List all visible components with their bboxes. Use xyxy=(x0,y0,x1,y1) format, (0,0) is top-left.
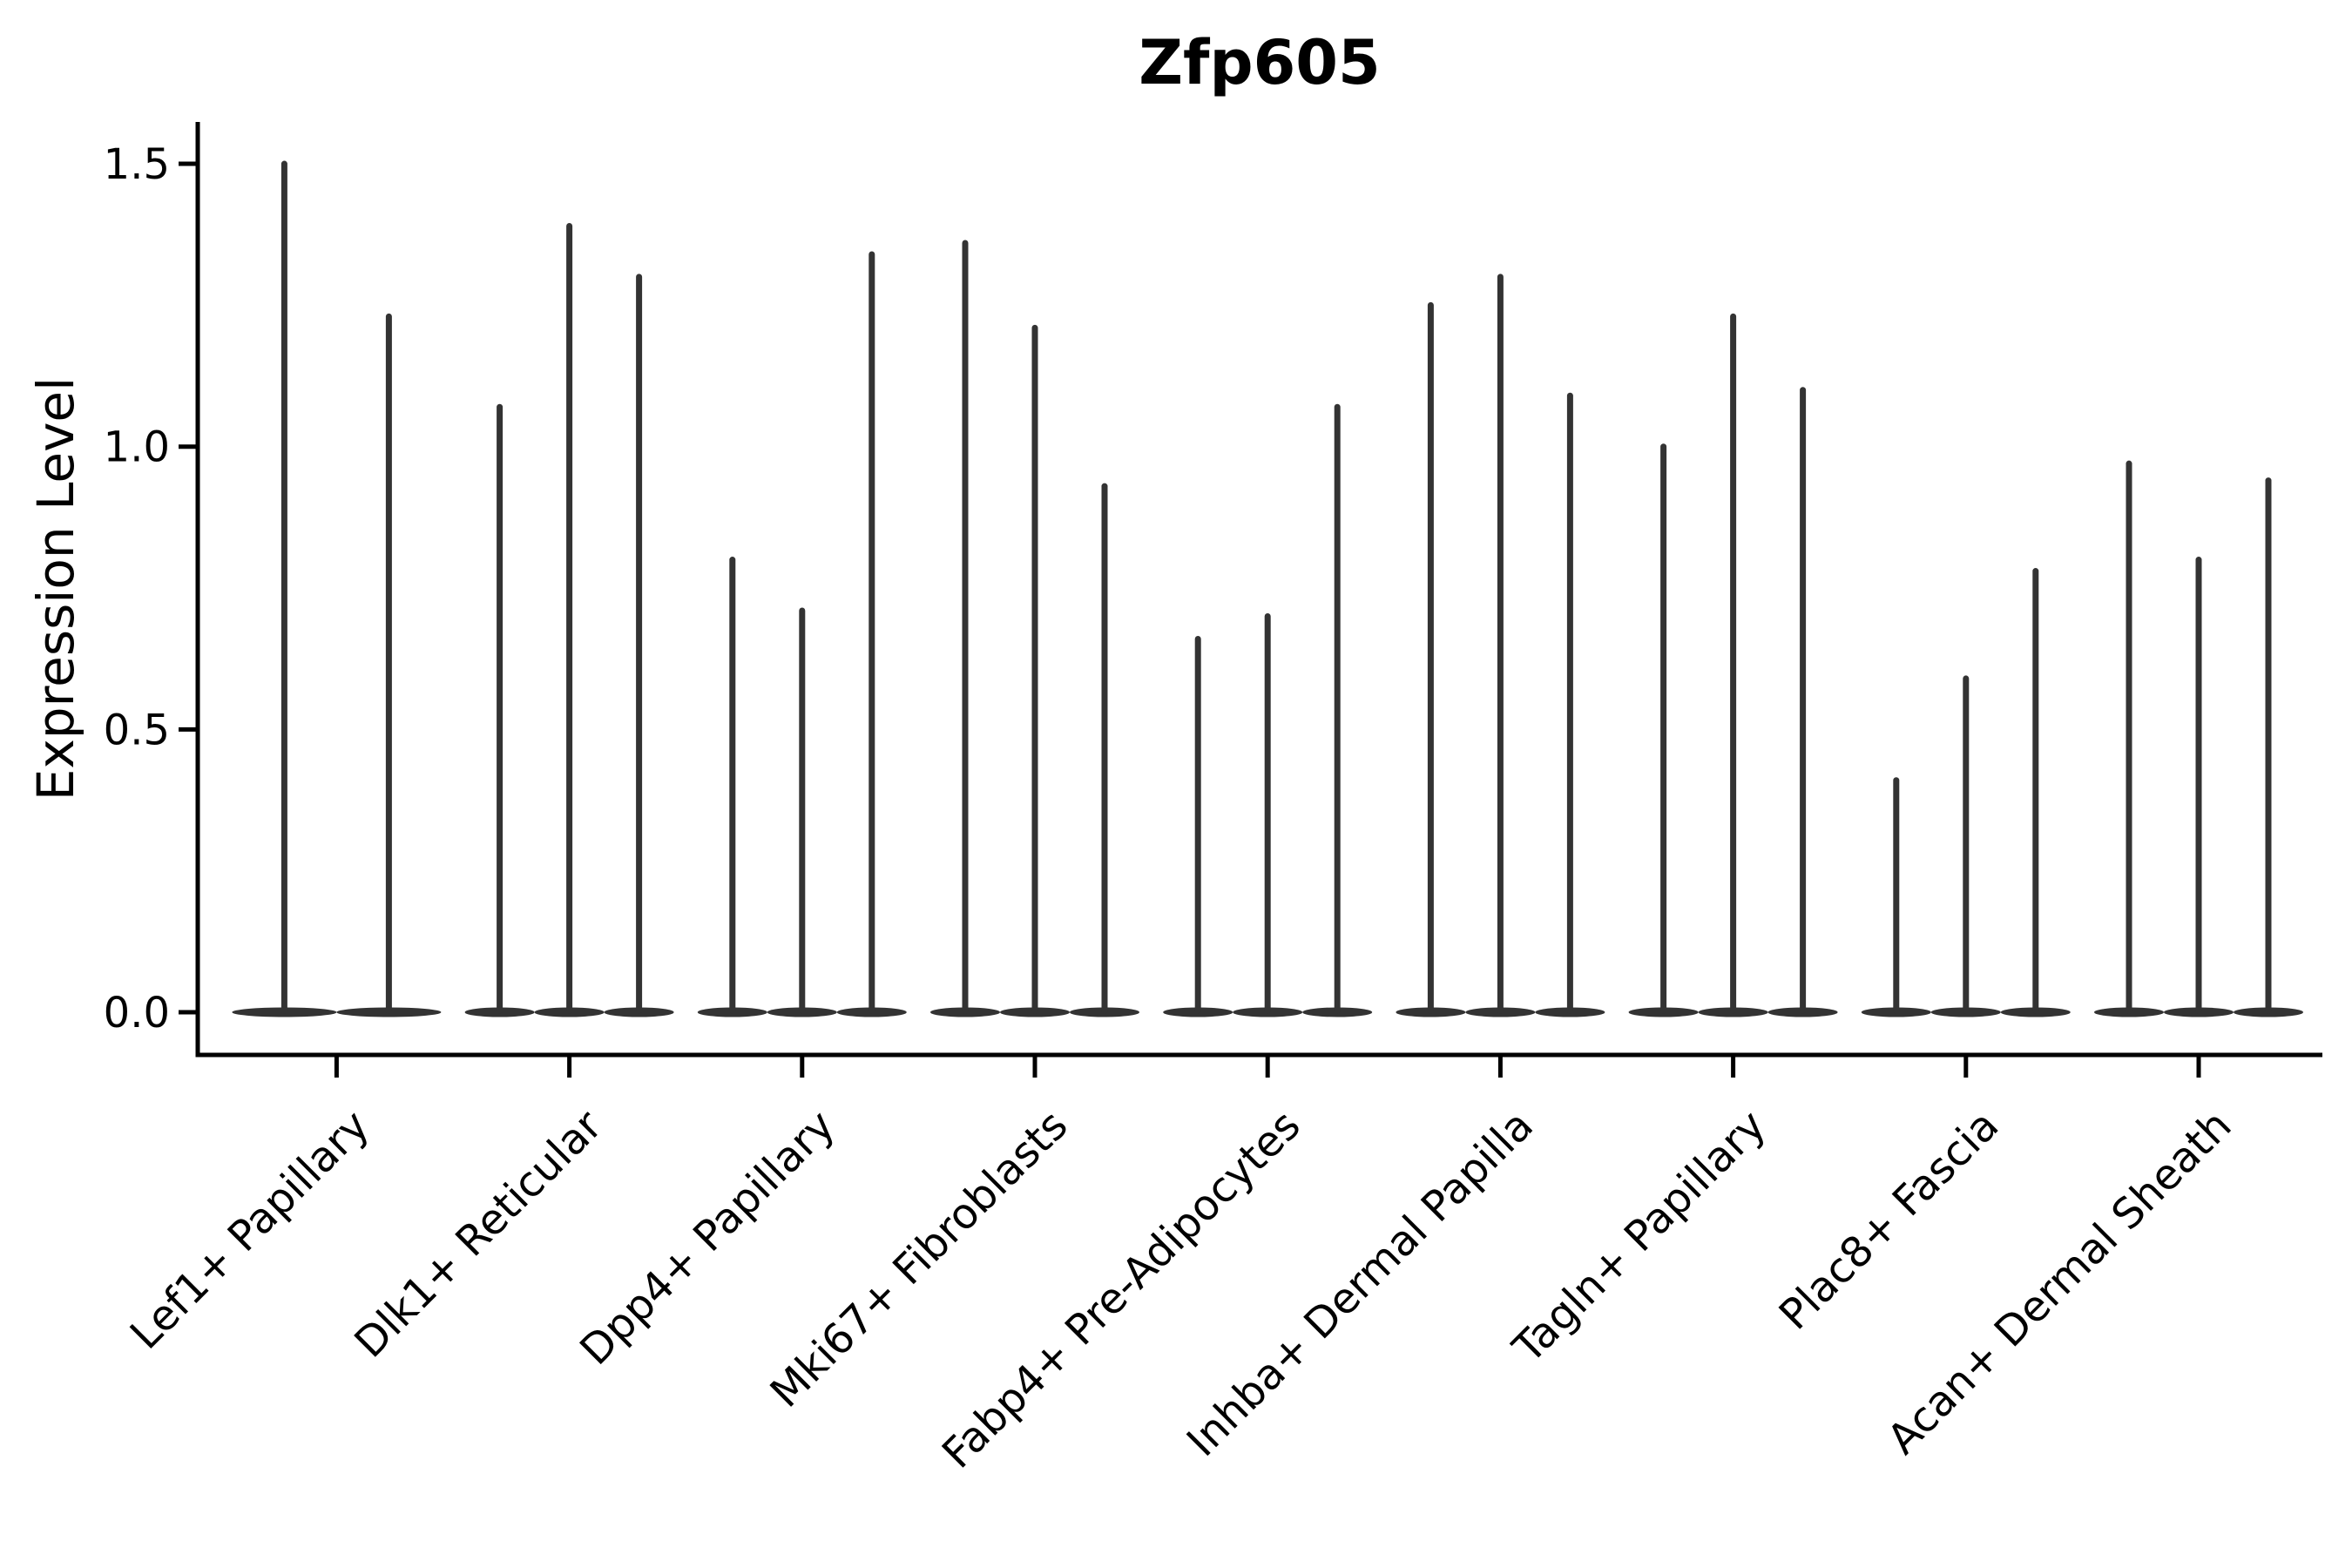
y-tick-label: 0.0 xyxy=(104,989,170,1037)
x-tick-label: Tagln+ Papillary xyxy=(1504,1101,1775,1373)
y-tick-label: 1.0 xyxy=(104,423,170,472)
x-tick-label: Dpp4+ Papillary xyxy=(571,1101,844,1375)
x-tick-label: Dlk1+ Reticular xyxy=(345,1101,612,1368)
chart-title: Zfp605 xyxy=(1139,27,1381,98)
x-tick-label: Lef1+ Papillary xyxy=(121,1101,379,1359)
x-tick-label: Plac8+ Fascia xyxy=(1770,1101,2009,1340)
y-tick-label: 0.5 xyxy=(104,706,170,754)
y-tick-label: 1.5 xyxy=(104,140,170,189)
y-axis-label: Expression Level xyxy=(26,376,85,801)
